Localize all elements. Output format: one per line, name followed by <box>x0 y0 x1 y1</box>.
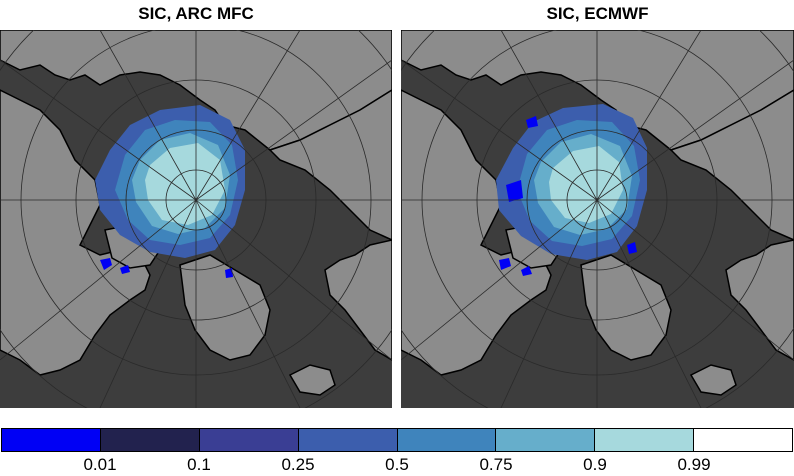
colorbar-tick-label: 0.9 <box>583 455 607 474</box>
colorbar-tick-label: 0.01 <box>83 455 117 474</box>
colorbar-segment <box>496 429 596 451</box>
colorbar-segment <box>595 429 695 451</box>
land-iceland <box>689 364 737 396</box>
map-panel-arc-mfc <box>0 30 392 408</box>
colorbar-tick-label: 0.75 <box>479 455 513 474</box>
sea-ice-layer <box>95 105 245 278</box>
land-layer <box>0 30 392 396</box>
land-iceland <box>288 364 336 396</box>
land-layer <box>401 30 794 396</box>
land-scandinavia <box>725 239 794 361</box>
land-russia-east <box>669 89 794 241</box>
land-greenland <box>580 254 672 361</box>
land-scandinavia <box>324 239 392 361</box>
map-panel-ecmwf <box>401 30 794 408</box>
panel-title-arc-mfc: SIC, ARC MFC <box>138 4 254 23</box>
graticule-layer <box>401 30 794 408</box>
colorbar-tick-label: 0.5 <box>385 455 409 474</box>
ecmwf-map-svg <box>401 30 794 408</box>
colorbar <box>1 428 793 452</box>
panel-title-ecmwf: SIC, ECMWF <box>546 4 649 23</box>
colorbar-segment <box>694 429 792 451</box>
colorbar-tick-label: 0.25 <box>281 455 315 474</box>
ice-pack-core <box>145 143 225 225</box>
ice-edge-speckle <box>100 258 233 278</box>
colorbar-segment <box>100 429 200 451</box>
colorbar-tick-label: 0.1 <box>187 455 211 474</box>
graticule-layer <box>0 30 392 408</box>
colorbar-segment <box>298 429 398 451</box>
colorbar-segment <box>199 429 299 451</box>
colorbar-segment <box>397 429 497 451</box>
colorbar-segment <box>2 429 101 451</box>
land-greenland <box>179 254 271 361</box>
arc-mfc-map-svg <box>0 30 392 408</box>
land-russia-east <box>268 89 392 241</box>
colorbar-tick-label: 0.99 <box>677 455 711 474</box>
